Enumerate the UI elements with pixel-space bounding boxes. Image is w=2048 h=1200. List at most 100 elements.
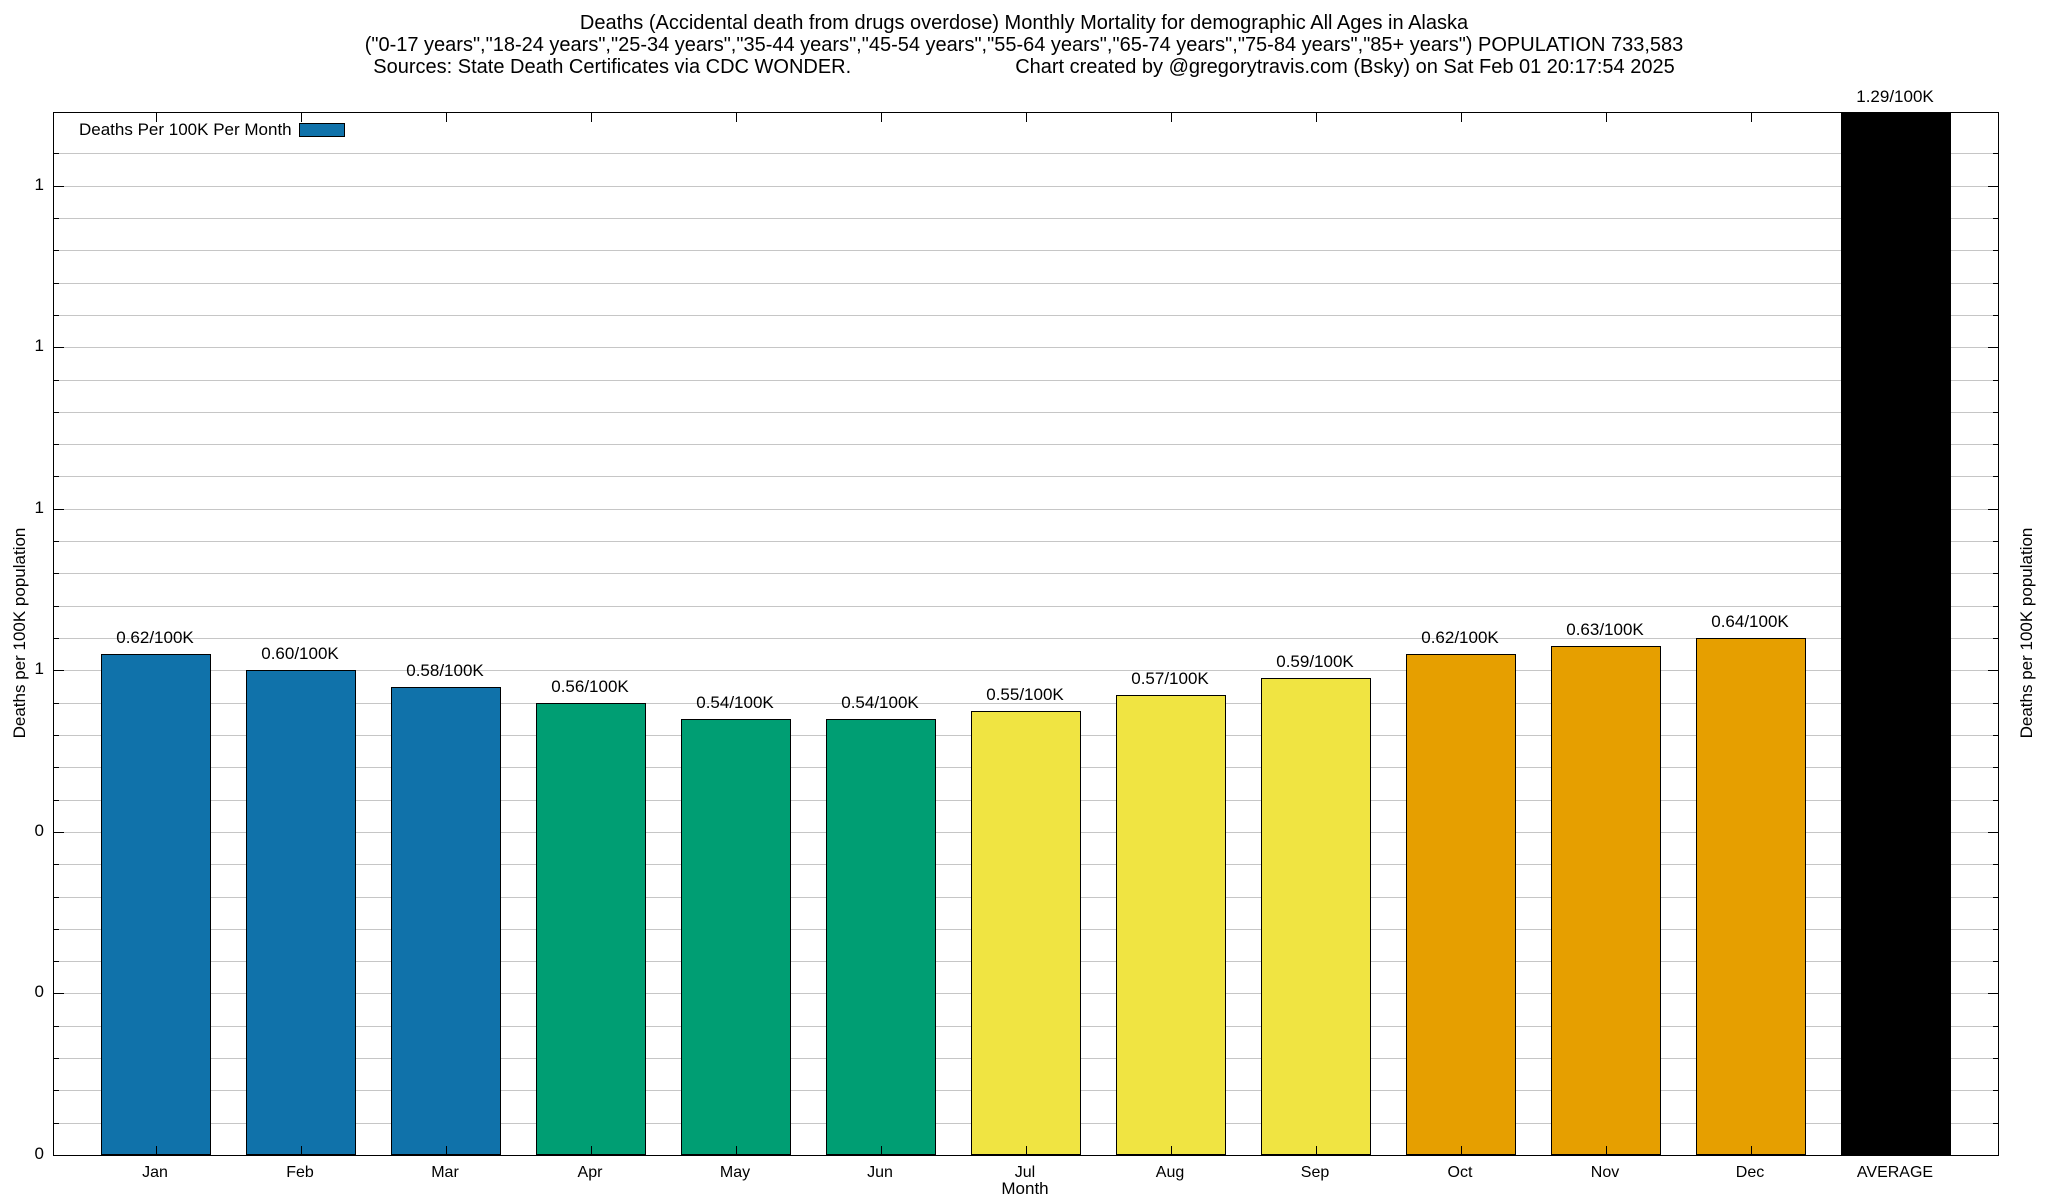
x-tick-label: Jul [1014,1164,1036,1181]
y-tick-left [54,347,64,349]
bar-value-label: 0.62/100K [1421,628,1499,648]
bar-sep [1261,678,1371,1155]
gridline [54,573,1998,575]
x-tick-label: Mar [431,1164,459,1181]
y-tick-left [54,411,59,413]
x-axis-label: Month [1001,1179,1049,1198]
x-tick-bottom [1026,1146,1027,1155]
y-tick-right [1993,864,1998,866]
y-tick-left [54,185,64,187]
x-tick-bottom [301,1146,302,1155]
y-tick-left [54,1025,59,1027]
y-tick-right [1993,767,1998,769]
gridline [54,153,1998,155]
legend-swatch-icon [298,123,345,137]
x-tick-bottom [1896,1146,1897,1155]
y-tick-right [1988,993,1998,995]
x-tick-top [1461,113,1462,122]
y-tick-right [1993,799,1998,801]
y-tick-right [1993,734,1998,736]
bar-jul [971,710,1081,1155]
bar-value-label: 0.54/100K [696,692,774,712]
x-tick-label: May [719,1164,751,1181]
y-tick-label: 1 [34,174,44,194]
bar-value-label: 0.55/100K [986,684,1064,704]
x-tick-top [1171,113,1172,122]
bar-nov [1551,646,1661,1155]
x-tick-bottom [1316,1146,1317,1155]
chart-title-line2: ("0-17 years","18-24 years","25-34 years… [364,34,1684,56]
y-tick-left [54,476,59,478]
y-tick-right [1993,444,1998,446]
y-tick-left [54,1090,59,1092]
y-tick-left [54,702,59,704]
bar-average [1841,113,1951,1155]
y-tick-label: 0 [34,1144,44,1163]
y-tick-left [54,734,59,736]
bar-value-label: 0.62/100K [116,628,194,648]
y-tick-right [1993,411,1998,413]
y-tick-right [1993,605,1998,607]
y-tick-left [54,153,59,155]
y-tick-left [54,864,59,866]
y-tick-left [54,379,59,381]
y-tick-left [54,314,59,316]
y-tick-right [1993,282,1998,284]
gridline [54,411,1998,413]
y-tick-right [1993,638,1998,640]
y-tick-left [54,605,59,607]
bar-value-label: 0.60/100K [261,644,339,664]
chart-credit-text: Chart created by @gregorytravis.com (Bsk… [1015,56,1675,78]
x-tick-top [1316,113,1317,122]
y-tick-left [54,831,64,833]
gridline [54,444,1998,446]
y-tick-left [54,282,59,284]
x-tick-top [1751,113,1752,122]
y-tick-right [1993,250,1998,252]
y-tick-left [54,767,59,769]
y-tick-left [54,218,59,219]
legend: Deaths Per 100K Per Month [79,120,345,140]
y-tick-left [54,541,59,543]
y-tick-left [54,799,59,801]
y-tick-right [1993,379,1998,381]
y-tick-left [54,638,59,640]
legend-label: Deaths Per 100K Per Month [79,120,292,139]
y-tick-right [1993,1122,1998,1124]
y-tick-label: 1 [34,336,44,356]
y-tick-left [54,1122,59,1124]
x-tick-label: Sep [1300,1164,1330,1181]
bar-value-label: 0.56/100K [551,676,629,696]
x-tick-label: Nov [1590,1164,1620,1181]
bar-mar [391,686,501,1155]
gridline [54,314,1998,316]
x-tick-top [1606,113,1607,122]
x-tick-label: AVERAGE [1856,1164,1934,1181]
y-tick-right [1993,573,1998,575]
x-tick-label: Jan [142,1164,168,1181]
x-tick-bottom [881,1146,882,1155]
y-tick-right [1988,670,1998,672]
y-tick-left [54,961,59,963]
bar-value-label: 0.64/100K [1711,612,1789,632]
gridline [54,605,1998,607]
y-tick-right [1993,218,1998,219]
y-tick-label: 1 [34,659,44,679]
bar-may [681,718,791,1155]
bar-dec [1696,638,1806,1155]
gridline [54,282,1998,284]
x-tick-top [446,113,447,122]
y-tick-right [1988,347,1998,349]
bar-oct [1406,654,1516,1155]
y-tick-right [1993,928,1998,930]
y-tick-left [54,928,59,930]
x-tick-bottom [591,1146,592,1155]
gridline [54,379,1998,381]
y-tick-right [1993,541,1998,543]
y-tick-right [1993,896,1998,898]
x-tick-top [591,113,592,122]
x-tick-label: Dec [1735,1164,1765,1181]
x-tick-top [1896,113,1897,122]
gridline [54,702,1998,704]
y-tick-right [1993,476,1998,478]
